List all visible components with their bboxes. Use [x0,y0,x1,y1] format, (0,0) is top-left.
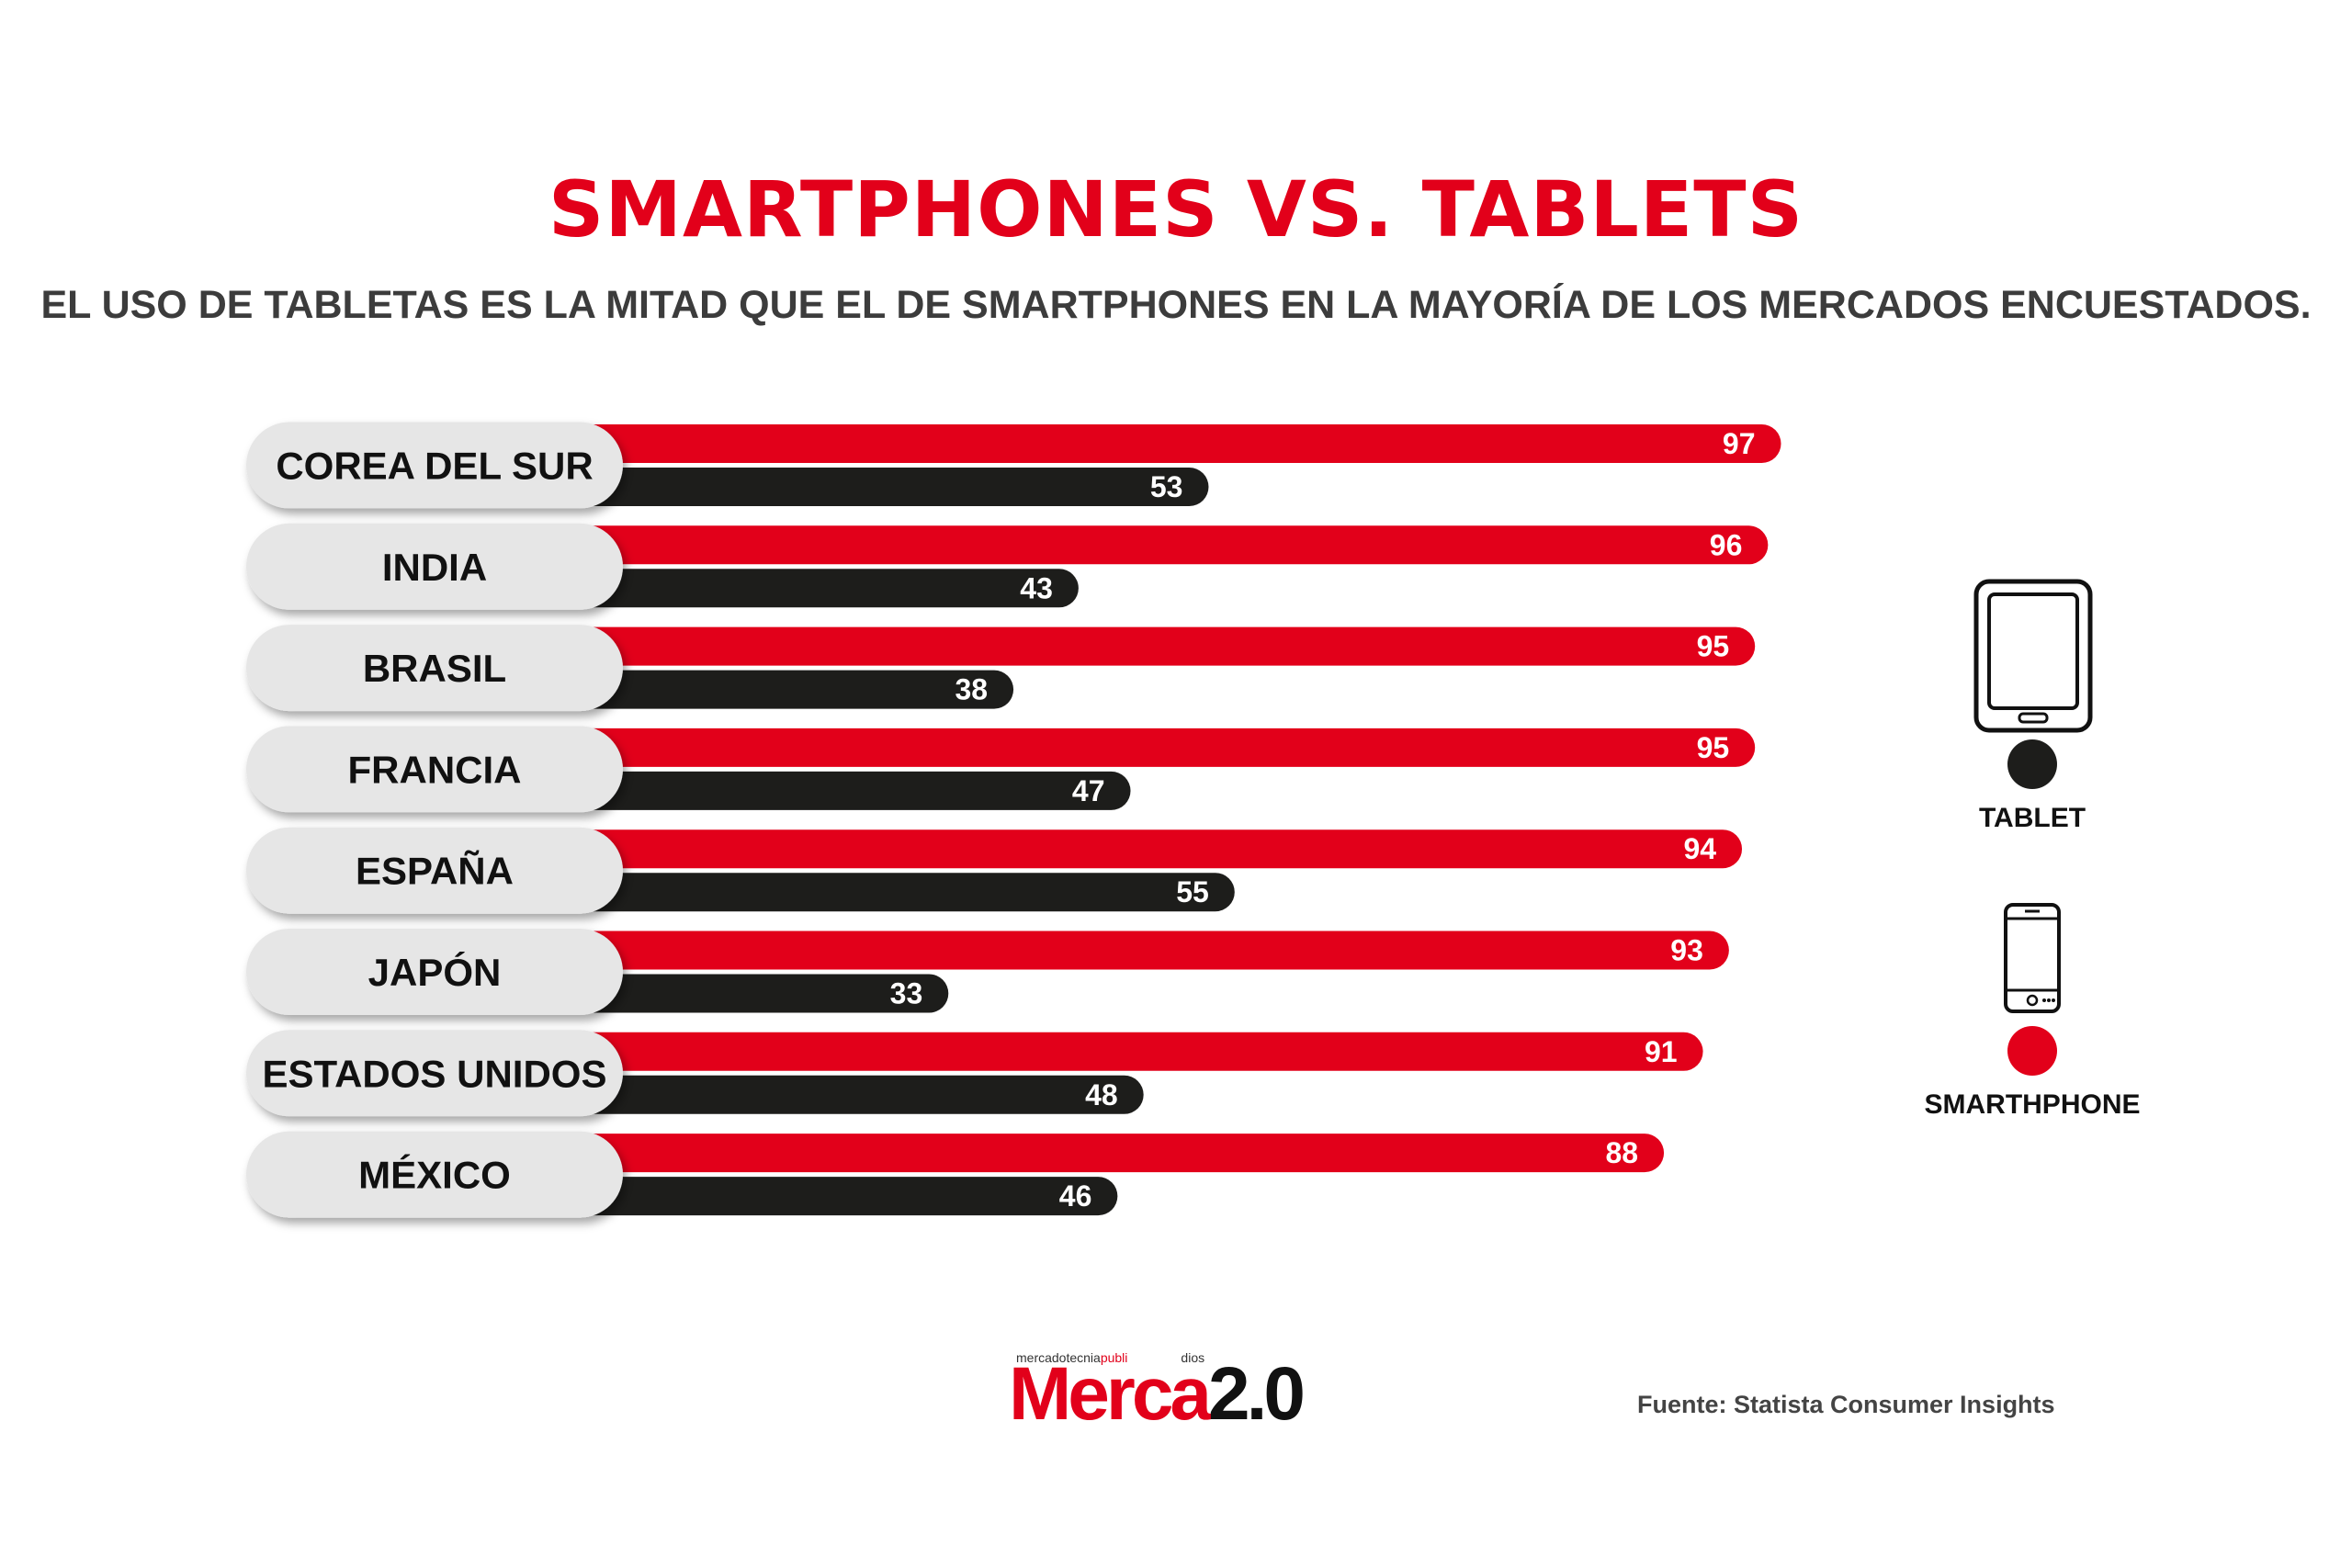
category-label: INDIA [382,546,487,589]
tablet-bar [519,468,1209,506]
tablet-bar [519,771,1131,810]
smartphone-bar [519,525,1769,565]
tablet-value-label: 55 [1176,875,1209,908]
smartphone-legend-dot [2007,1026,2057,1076]
category-label: ESTADOS UNIDOS [263,1052,607,1095]
legend-label-smartphone: SMARTHPHONE [1924,1089,2141,1120]
tablet-legend-dot [2007,739,2057,789]
smartphone-value-label: 95 [1697,731,1730,764]
category-label-pill [246,625,623,712]
smartphone-bar [519,626,1756,666]
category-label: ESPAÑA [356,850,514,893]
tablet-value-label: 43 [1020,571,1053,604]
smartphone-bar [519,728,1756,767]
smartphone-value-label: 97 [1723,427,1756,460]
category-label: FRANCIA [348,748,522,791]
merca-logo: mercadotecniapubli dios Merca2.0 [1009,1348,1358,1436]
chart-title: SMARTPHONES VS. TABLETS [548,164,1804,254]
category-label: MÉXICO [358,1154,511,1197]
tablet-bar [519,1075,1144,1114]
logo-wordmark: Merca2.0 [1009,1352,1306,1436]
chart-subtitle: EL USO DE TABLETAS ES LA MITAD QUE EL DE… [40,283,2312,327]
smartphone-value-label: 96 [1710,528,1743,561]
tablet-value-label: 33 [890,977,923,1010]
category-label-pill [246,1030,623,1117]
category-label-pill [246,422,623,509]
smartphone-bar [519,1134,1665,1173]
smartphone-value-label: 93 [1670,934,1703,967]
tablet-bar [519,974,949,1013]
tablet-bar [519,569,1079,608]
tablet-bar [519,1177,1118,1216]
smartphone-bar [519,829,1743,869]
smartphone-bar [519,424,1781,463]
category-label-pill [246,523,623,610]
logo-tagline: mercadotecniapubli dios [1016,1350,1205,1365]
smartphone-value-label: 91 [1645,1035,1678,1068]
tablet-value-label: 48 [1085,1078,1118,1111]
smartphone-bar [519,931,1729,970]
smartphone-value-label: 88 [1605,1136,1638,1169]
tablet-value-label: 47 [1072,774,1105,807]
category-label-pill [246,1131,623,1218]
tablet-icon [1973,579,2093,733]
tablet-value-label: 38 [955,673,988,706]
smartphone-icon [2004,903,2061,1013]
smartphone-bar [519,1032,1703,1071]
smartphone-value-label: 95 [1697,630,1730,663]
tablet-bar [519,670,1014,709]
smartphone-value-label: 94 [1683,832,1716,865]
source-note: Fuente: Statista Consumer Insights [1637,1391,2055,1418]
category-label-pill [246,726,623,813]
tablet-value-label: 53 [1150,470,1183,503]
category-label-pill [246,929,623,1015]
tablet-value-label: 46 [1059,1179,1092,1213]
category-label-pill [246,827,623,914]
category-label: BRASIL [363,647,506,690]
tablet-bar [519,873,1235,912]
legend-label-tablet: TABLET [1978,803,2086,833]
category-label: COREA DEL SUR [276,445,593,488]
category-label: JAPÓN [368,950,502,994]
